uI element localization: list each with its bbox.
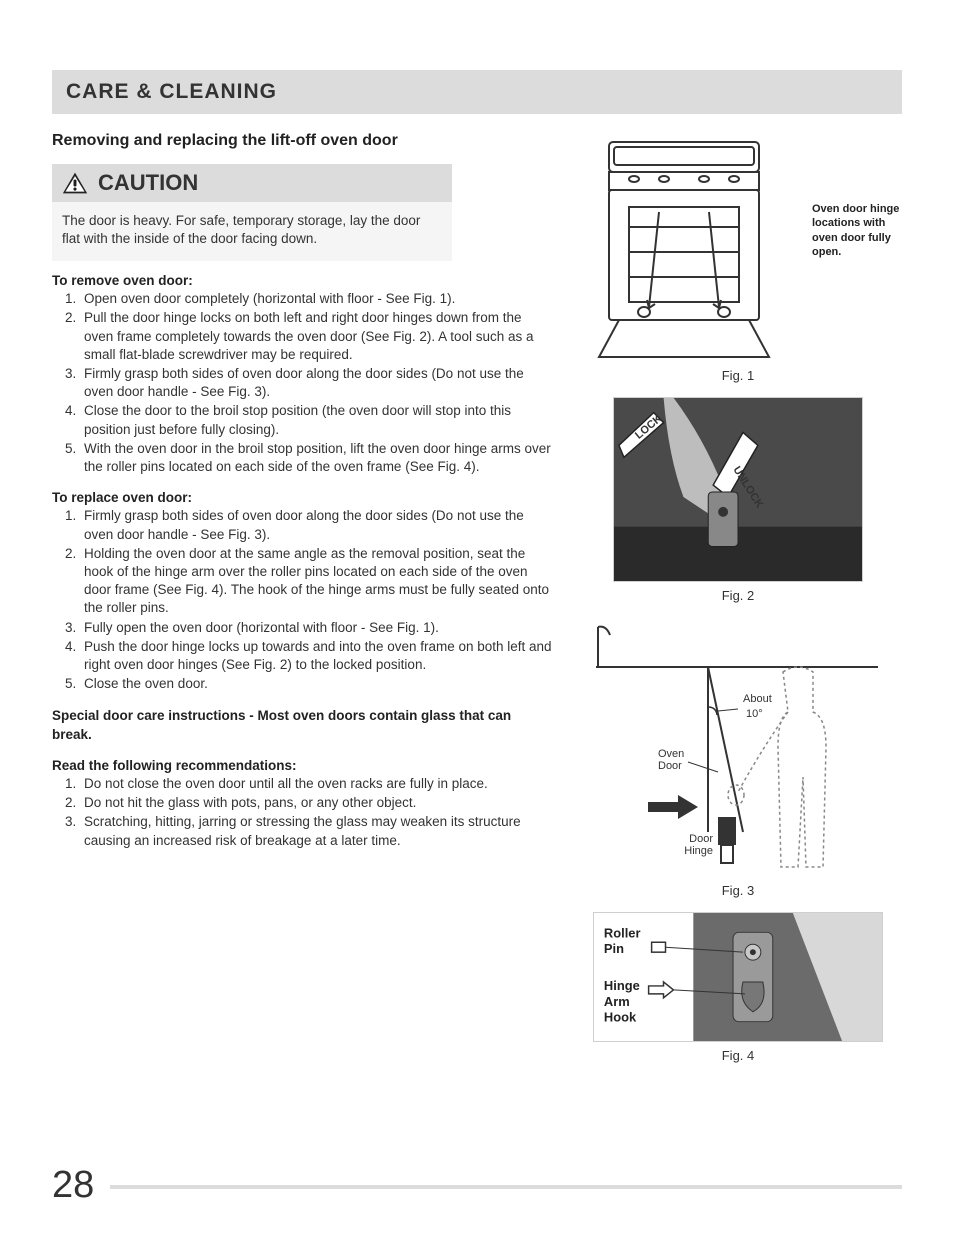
replace-list: Firmly grasp both sides of oven door alo…	[52, 507, 552, 693]
list-item: Open oven door completely (horizontal wi…	[80, 290, 552, 308]
special-heading: Special door care instructions - Most ov…	[52, 707, 552, 743]
caution-box: CAUTION The door is heavy. For safe, tem…	[52, 164, 452, 261]
door-angle-illustration: About 10° OvenDoor DoorHinge	[588, 617, 888, 877]
list-item: Close the oven door.	[80, 675, 552, 693]
figure-3-caption: Fig. 3	[574, 883, 902, 898]
figure-2: LOCK UNLOCK Fig. 2	[574, 397, 902, 603]
roller-pin-photo: RollerPin HingeArmHook	[594, 912, 882, 1042]
footer-rule	[110, 1185, 902, 1189]
warning-icon	[62, 171, 88, 195]
door-hinge-label: DoorHinge	[684, 833, 713, 857]
right-column: Oven door hinge locations with oven door…	[574, 132, 902, 1077]
figure-2-caption: Fig. 2	[574, 588, 902, 603]
list-item: Firmly grasp both sides of oven door alo…	[80, 507, 552, 543]
page-number: 28	[52, 1164, 94, 1207]
oven-illustration	[589, 132, 789, 362]
remove-list: Open oven door completely (horizontal wi…	[52, 290, 552, 476]
page-subtitle: Removing and replacing the lift-off oven…	[52, 132, 552, 150]
angle-label: 10°	[746, 708, 763, 720]
content-columns: Removing and replacing the lift-off oven…	[52, 132, 902, 1077]
list-item: Holding the oven door at the same angle …	[80, 545, 552, 618]
list-item: Do not hit the glass with pots, pans, or…	[80, 794, 552, 812]
list-item: With the oven door in the broil stop pos…	[80, 440, 552, 476]
section-title: CARE & CLEANING	[66, 80, 888, 104]
replace-heading: To replace oven door:	[52, 490, 552, 505]
caution-body: The door is heavy. For safe, temporary s…	[52, 202, 452, 261]
list-item: Push the door hinge locks up towards and…	[80, 638, 552, 674]
figure-1-side-label: Oven door hinge locations with oven door…	[812, 132, 902, 259]
section-header: CARE & CLEANING	[52, 70, 902, 114]
figure-1: Oven door hinge locations with oven door…	[574, 132, 902, 383]
figure-4: RollerPin HingeArmHook Fig. 4	[574, 912, 902, 1063]
list-item: Scratching, hitting, jarring or stressin…	[80, 813, 552, 849]
list-item: Close the door to the broil stop positio…	[80, 402, 552, 438]
caution-label: CAUTION	[98, 170, 198, 196]
figure-1-caption: Fig. 1	[574, 368, 902, 383]
figure-4-caption: Fig. 4	[574, 1048, 902, 1063]
list-item: Fully open the oven door (horizontal wit…	[80, 619, 552, 637]
hinge-lock-photo: LOCK UNLOCK	[614, 397, 862, 582]
oven-door-label: OvenDoor	[658, 748, 684, 772]
caution-header: CAUTION	[52, 164, 452, 202]
figure-3: About 10° OvenDoor DoorHinge	[574, 617, 902, 898]
recommend-list: Do not close the oven door until all the…	[52, 775, 552, 850]
list-item: Firmly grasp both sides of oven door alo…	[80, 365, 552, 401]
list-item: Pull the door hinge locks on both left a…	[80, 309, 552, 364]
recommend-heading: Read the following recommendations:	[52, 758, 552, 773]
left-column: Removing and replacing the lift-off oven…	[52, 132, 552, 1077]
list-item: Do not close the oven door until all the…	[80, 775, 552, 793]
remove-heading: To remove oven door:	[52, 273, 552, 288]
about-label: About	[743, 693, 772, 705]
